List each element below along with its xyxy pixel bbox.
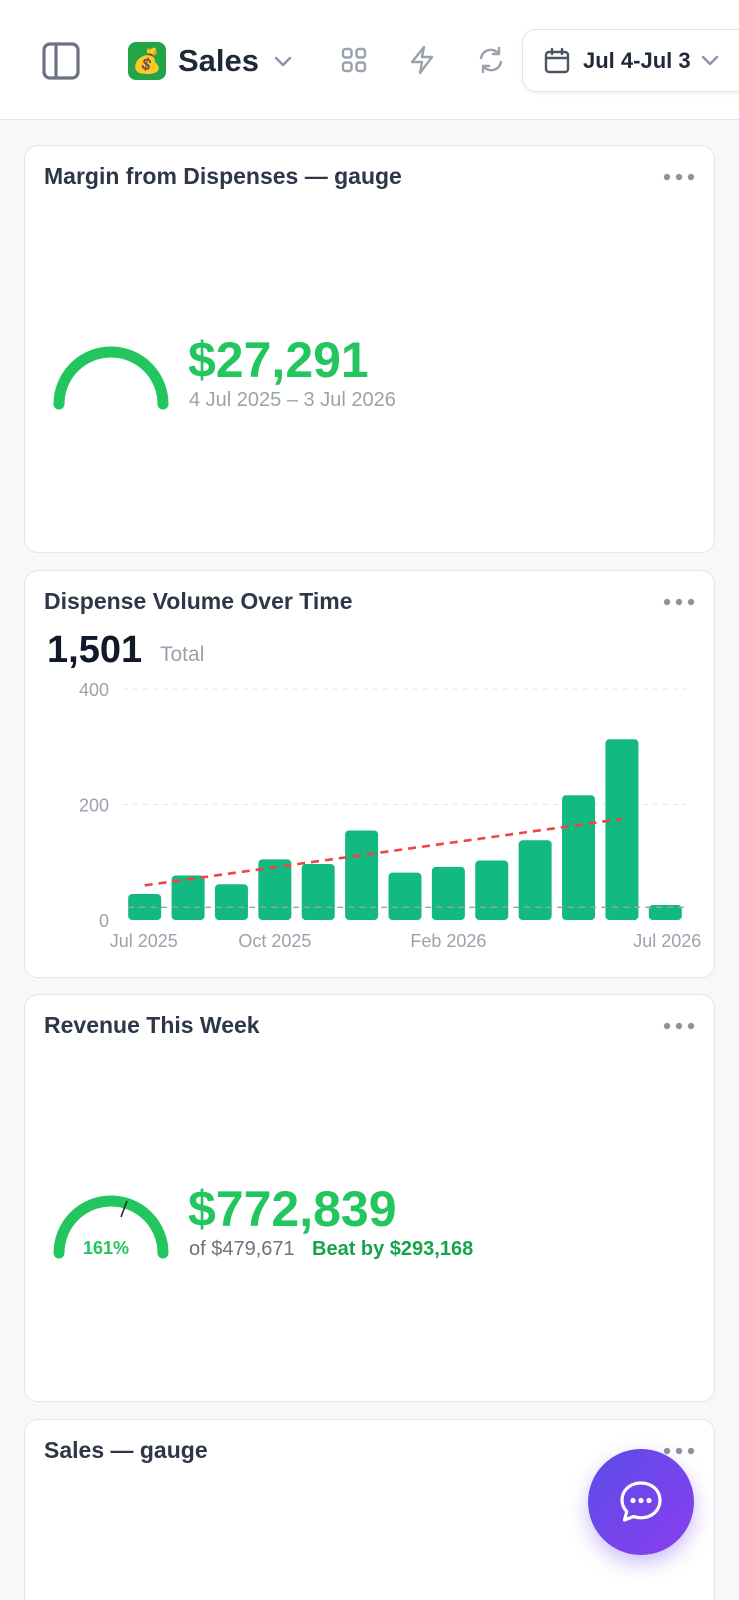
bar	[301, 863, 335, 920]
trend-line	[144, 817, 623, 887]
more-options-icon[interactable]	[662, 166, 696, 188]
chevron-down-icon[interactable]	[271, 50, 295, 74]
revenue-gauge	[53, 1195, 169, 1259]
top-bar: 💰 Sales Jul 4-Jul 3	[0, 0, 739, 120]
more-options-icon[interactable]	[662, 1440, 696, 1462]
bar	[431, 866, 465, 920]
money-bag-icon: 💰	[132, 47, 162, 75]
dispense-volume-chart: 0 200 400 Jul 2025 Oct 2025 Feb 2026 Jul 2026	[79, 680, 701, 951]
bar	[214, 884, 248, 920]
x-tick-label: Jul 2026	[633, 931, 701, 951]
dashboard-title[interactable]: Sales	[178, 43, 260, 78]
x-tick-label: Jul 2025	[110, 931, 178, 951]
revenue-target: of $479,671	[189, 1238, 295, 1260]
dashboard-emoji-icon: 💰	[128, 42, 166, 80]
x-tick-label: Feb 2026	[410, 931, 486, 951]
refresh-icon[interactable]	[475, 44, 507, 76]
revenue-card: Revenue This Week 161% $772,839 of $479,…	[24, 994, 715, 1402]
bar	[475, 860, 509, 920]
card-title: Revenue This Week	[44, 1012, 260, 1038]
chat-button[interactable]	[588, 1449, 694, 1555]
date-range-button[interactable]: Jul 4-Jul 3	[522, 29, 739, 92]
calendar-icon	[543, 46, 571, 76]
x-tick-label: Oct 2025	[238, 931, 311, 951]
date-range-label: Jul 4-Jul 3	[583, 48, 691, 73]
bar	[258, 859, 292, 920]
y-tick-label: 0	[99, 911, 109, 931]
sidebar-toggle-icon[interactable]	[38, 38, 84, 84]
lightning-icon[interactable]	[406, 42, 438, 78]
y-tick-label: 400	[79, 680, 109, 700]
more-options-icon[interactable]	[662, 591, 696, 613]
margin-gauge	[53, 346, 169, 410]
bar	[345, 830, 379, 920]
bar	[605, 739, 639, 920]
more-options-icon[interactable]	[662, 1015, 696, 1037]
margin-gauge-card: Margin from Dispenses — gauge $27,291 4 …	[24, 145, 715, 553]
bar	[518, 840, 552, 920]
revenue-value: $772,839	[188, 1181, 397, 1237]
card-title: Dispense Volume Over Time	[44, 588, 353, 614]
total-value: 1,501	[47, 629, 143, 671]
dispense-volume-card: Dispense Volume Over Time 1,501 Total 0 2…	[24, 570, 715, 978]
grid-icon[interactable]	[338, 44, 370, 76]
bar	[171, 875, 205, 920]
margin-value: $27,291	[188, 332, 369, 388]
total-label: Total	[160, 643, 205, 666]
revenue-percent: 161%	[83, 1238, 130, 1258]
card-title: Margin from Dispenses — gauge	[44, 163, 402, 189]
bar	[562, 795, 596, 920]
card-title: Sales — gauge	[44, 1437, 208, 1463]
bar	[388, 872, 422, 920]
chat-bubble-icon	[620, 1481, 662, 1522]
y-tick-label: 200	[79, 796, 109, 816]
date-chevron-icon	[699, 50, 721, 72]
bar	[648, 904, 682, 920]
revenue-beat: Beat by $293,168	[312, 1238, 474, 1260]
margin-period: 4 Jul 2025 – 3 Jul 2026	[189, 389, 396, 411]
